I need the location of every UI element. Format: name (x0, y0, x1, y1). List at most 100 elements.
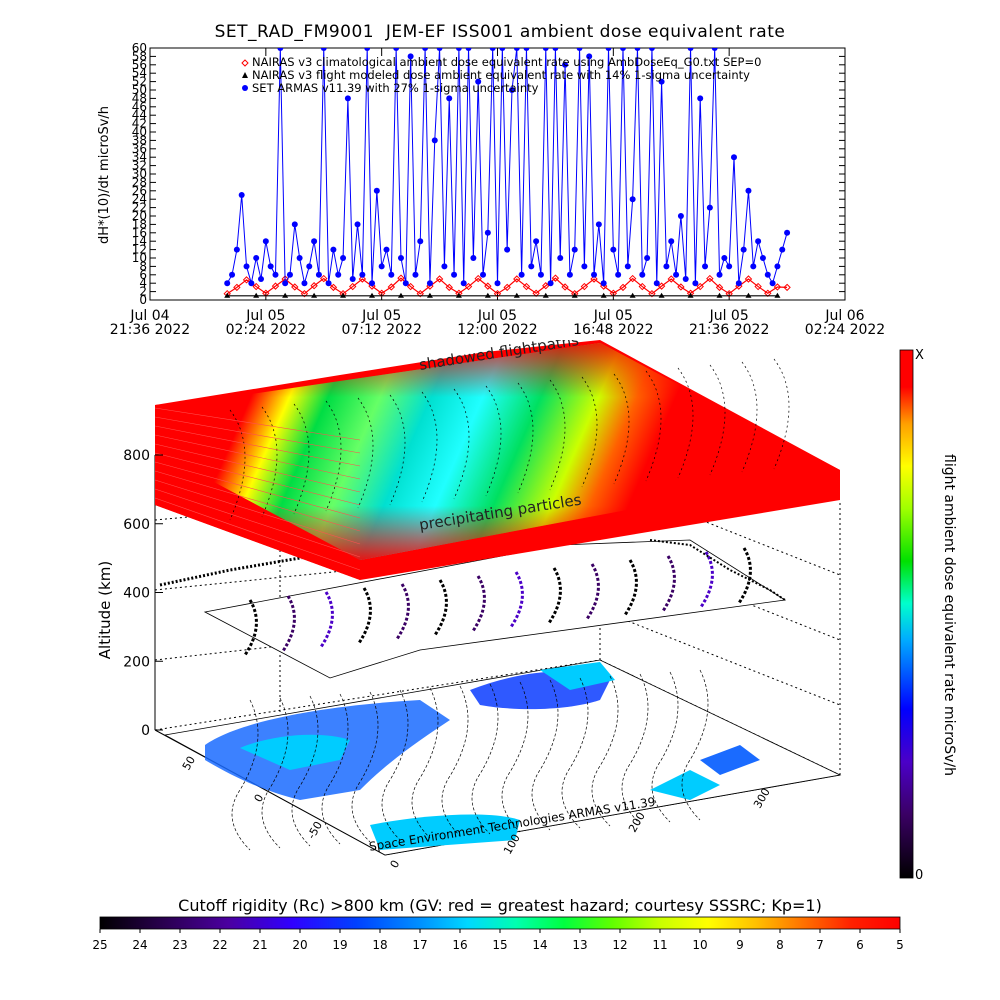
series-point (634, 48, 641, 51)
y-axis: 0246810121416182022242628303234363840424… (132, 41, 845, 307)
series-point (547, 280, 554, 287)
slab-track (741, 361, 758, 473)
series-point (533, 238, 540, 245)
slab-track (517, 382, 534, 494)
slab-edge-stripe (154, 497, 361, 571)
series-point (451, 271, 458, 278)
series-point (716, 292, 723, 298)
ribbon-track (357, 587, 372, 644)
cutoff-colorbar-tick-label: 9 (736, 938, 744, 952)
y-tick-label: 14 (132, 234, 147, 248)
cutoff-colorbar-tick-label: 19 (332, 938, 347, 952)
series-point (464, 282, 473, 291)
series-point (291, 283, 299, 291)
cutoff-colorbar-tick-label: 22 (212, 938, 227, 952)
series-point (715, 283, 724, 292)
series-point (504, 246, 511, 253)
series-point (252, 282, 260, 291)
cutoff-colorbar-tick-label: 21 (252, 938, 267, 952)
x-tick-label: Jul 05 (245, 308, 285, 324)
series-point (320, 48, 327, 51)
series-point (369, 280, 376, 287)
cutoff-colorbar-fill (99, 916, 901, 930)
series-point (552, 48, 559, 51)
series-point (378, 263, 385, 270)
slab-track (293, 403, 310, 515)
slab-edge-stripe (154, 452, 361, 506)
series-point (518, 271, 525, 278)
ribbon-track (585, 563, 600, 620)
x-tick-label: Jul 05 (361, 308, 401, 324)
series-point (474, 274, 482, 283)
slab-track (357, 397, 374, 509)
series-point (773, 283, 782, 291)
series-point (272, 271, 279, 278)
longitude-tick-label: 200 (626, 810, 648, 835)
ribbon-track (395, 583, 410, 640)
series-point (528, 263, 535, 270)
legend-entry: NAIRAS v3 climatological ambient dose eq… (252, 55, 761, 69)
series-point (522, 282, 531, 291)
series-point (542, 282, 550, 290)
series-point (253, 255, 260, 261)
series-point (325, 280, 332, 287)
ribbon-track (547, 567, 562, 624)
series-point (783, 283, 791, 292)
series-point (310, 282, 318, 290)
legend-marker (241, 59, 249, 67)
cutoff-colorbar-tick-label: 15 (492, 938, 507, 952)
ribbon-track (319, 591, 334, 648)
y-tick-label: 20 (132, 209, 147, 223)
y-tick-label: 32 (132, 159, 147, 173)
series-point (657, 282, 666, 290)
series-point (489, 48, 496, 51)
y-tick-label: 8 (139, 259, 147, 273)
series-point (750, 263, 757, 270)
series-point (735, 280, 742, 287)
x-tick-label: Jul 05 (709, 308, 749, 324)
series-point (306, 263, 313, 270)
series-point (513, 275, 521, 283)
latitude-tick-label: 0 (252, 792, 267, 805)
ribbon-track (433, 579, 448, 636)
series-point (340, 255, 347, 261)
colorbar-max-label: X (915, 348, 924, 363)
series-point (677, 283, 685, 291)
series-point (441, 263, 448, 270)
series-point (282, 292, 289, 298)
slab-track (421, 391, 438, 503)
series-point (455, 292, 462, 298)
series-point (311, 238, 318, 245)
x-tick-label: Jul 04 (129, 308, 169, 324)
colorbar-title: flight ambient dose equivalent rate micr… (941, 454, 957, 776)
slab-track (325, 400, 342, 512)
altitude-tick-label: 200 (123, 654, 150, 670)
slab-track (485, 385, 502, 497)
y-tick-label: 58 (132, 49, 147, 63)
orbit-3d-panel: shadowed flightpaths precipitating parti… (96, 340, 842, 871)
altitude-tick-label: 600 (123, 517, 150, 533)
y-tick-label: 38 (132, 133, 147, 147)
slab-edge-stripe (154, 434, 361, 480)
series-point (542, 292, 549, 298)
series-point (615, 271, 622, 278)
series-point (315, 271, 322, 278)
series-point (648, 289, 656, 298)
slab-track (773, 358, 790, 470)
cutoff-colorbar-tick-label: 13 (572, 938, 587, 952)
altitude-tick-label: 0 (141, 723, 150, 739)
series-point (774, 292, 781, 298)
y-tick-label: 12 (132, 243, 147, 257)
series-point (644, 255, 651, 261)
series-point (513, 292, 520, 298)
y-tick-label: 40 (132, 125, 147, 139)
y-tick-label: 60 (132, 41, 147, 55)
y-tick-label: 44 (132, 108, 147, 122)
slab-shadow-tracks (229, 358, 790, 521)
series-point (702, 263, 709, 270)
slab-track (453, 388, 470, 500)
dose-rate-colorbar: X 0 flight ambient dose equivalent rate … (899, 348, 957, 883)
series-point (480, 271, 487, 278)
series-point (653, 280, 660, 287)
